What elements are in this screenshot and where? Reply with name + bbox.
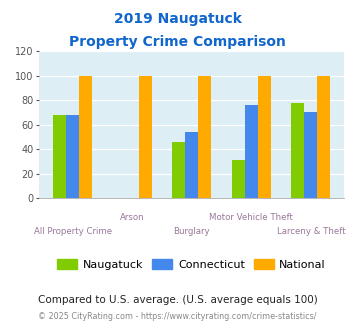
Bar bbox=[139, 76, 152, 198]
Text: Burglary: Burglary bbox=[173, 227, 210, 236]
Bar bbox=[245, 105, 258, 198]
Legend: Naugatuck, Connecticut, National: Naugatuck, Connecticut, National bbox=[53, 255, 331, 275]
Bar bbox=[53, 115, 66, 198]
Bar bbox=[231, 160, 245, 198]
Text: 2019 Naugatuck: 2019 Naugatuck bbox=[114, 12, 241, 25]
Text: Larceny & Theft: Larceny & Theft bbox=[277, 227, 345, 236]
Text: Arson: Arson bbox=[120, 213, 144, 222]
Bar bbox=[185, 132, 198, 198]
Bar bbox=[291, 103, 304, 198]
Bar bbox=[198, 76, 211, 198]
Text: Property Crime Comparison: Property Crime Comparison bbox=[69, 35, 286, 49]
Bar bbox=[79, 76, 92, 198]
Text: Compared to U.S. average. (U.S. average equals 100): Compared to U.S. average. (U.S. average … bbox=[38, 295, 317, 305]
Text: Motor Vehicle Theft: Motor Vehicle Theft bbox=[209, 213, 293, 222]
Text: © 2025 CityRating.com - https://www.cityrating.com/crime-statistics/: © 2025 CityRating.com - https://www.city… bbox=[38, 312, 317, 321]
Bar bbox=[317, 76, 331, 198]
Bar bbox=[258, 76, 271, 198]
Bar bbox=[304, 112, 317, 198]
Text: All Property Crime: All Property Crime bbox=[33, 227, 111, 236]
Bar bbox=[172, 142, 185, 198]
Bar bbox=[66, 115, 79, 198]
